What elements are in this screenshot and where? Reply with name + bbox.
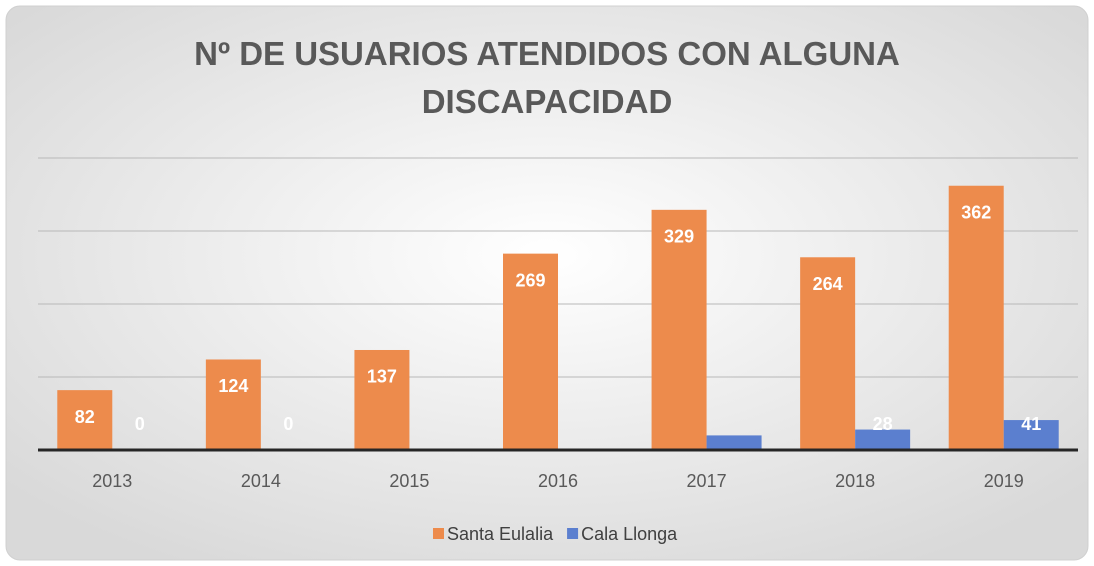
bar xyxy=(855,429,911,450)
legend-swatch xyxy=(433,528,444,539)
x-tick-label: 2019 xyxy=(984,471,1024,491)
data-label: 82 xyxy=(75,407,95,427)
bar xyxy=(57,390,113,450)
bar xyxy=(706,435,762,450)
data-label: 269 xyxy=(515,270,545,290)
bar xyxy=(503,253,558,450)
x-tick-label: 2015 xyxy=(389,471,429,491)
x-tick-label: 2016 xyxy=(538,471,578,491)
data-label: 362 xyxy=(961,202,991,222)
legend-swatch xyxy=(567,528,579,539)
bar xyxy=(1003,420,1059,450)
bar xyxy=(948,185,1004,451)
chart-title: Nº DE USUARIOS ATENDIDOS CON ALGUNA DISC… xyxy=(194,35,900,120)
data-label: 0 xyxy=(283,414,293,434)
bar xyxy=(205,359,261,450)
data-label: 124 xyxy=(218,376,248,396)
data-label: 137 xyxy=(367,367,397,387)
data-label: 0 xyxy=(135,414,145,434)
data-label: 329 xyxy=(664,227,694,247)
x-tick-label: 2017 xyxy=(687,471,727,491)
legend-label: Santa Eulalia xyxy=(447,524,554,544)
bar xyxy=(354,349,410,450)
data-label: 41 xyxy=(1021,414,1041,434)
bar xyxy=(651,209,707,450)
x-tick-label: 2013 xyxy=(92,471,132,491)
x-tick-label: 2018 xyxy=(835,471,875,491)
x-tick-label: 2014 xyxy=(241,471,281,491)
bar xyxy=(800,257,856,450)
legend-label: Cala Llonga xyxy=(581,524,678,544)
data-label: 264 xyxy=(813,274,843,294)
data-label: 28 xyxy=(873,414,893,434)
